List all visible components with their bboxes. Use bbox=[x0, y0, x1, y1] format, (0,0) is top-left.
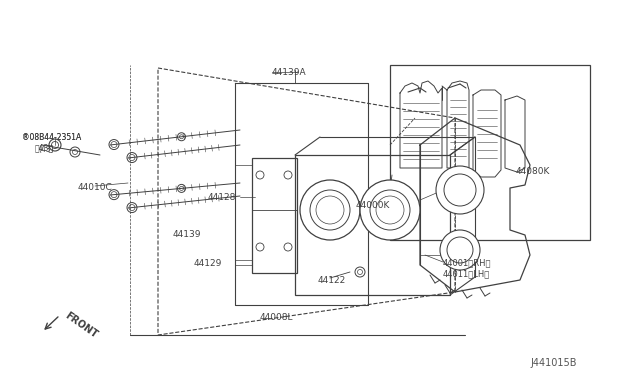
Circle shape bbox=[436, 166, 484, 214]
Bar bbox=[295, 155, 450, 295]
Text: (43): (43) bbox=[38, 145, 54, 154]
Bar bbox=[252, 158, 297, 273]
Circle shape bbox=[360, 180, 420, 240]
Text: 44000K: 44000K bbox=[356, 201, 390, 210]
Text: 44122: 44122 bbox=[318, 276, 346, 285]
Text: 44128: 44128 bbox=[208, 193, 236, 202]
Text: 44001〈RH〉: 44001〈RH〉 bbox=[443, 258, 492, 267]
Text: 44129: 44129 bbox=[194, 259, 222, 268]
Circle shape bbox=[440, 230, 480, 270]
Text: FRONT: FRONT bbox=[63, 310, 99, 340]
Text: 44139A: 44139A bbox=[272, 68, 307, 77]
Circle shape bbox=[300, 180, 360, 240]
Text: 44008L: 44008L bbox=[259, 313, 292, 322]
Text: J441015B: J441015B bbox=[530, 358, 577, 368]
Bar bbox=[390, 65, 590, 240]
Text: 44080K: 44080K bbox=[516, 167, 550, 176]
Text: 44010C: 44010C bbox=[78, 183, 113, 192]
Text: ぃ43い: ぃ43い bbox=[35, 143, 54, 152]
Text: 44011〈LH〉: 44011〈LH〉 bbox=[443, 269, 490, 278]
Text: ®08B44-2351A: ®08B44-2351A bbox=[22, 133, 81, 142]
Text: 44139: 44139 bbox=[173, 230, 202, 239]
Text: ®08B44-2351A: ®08B44-2351A bbox=[22, 133, 81, 142]
